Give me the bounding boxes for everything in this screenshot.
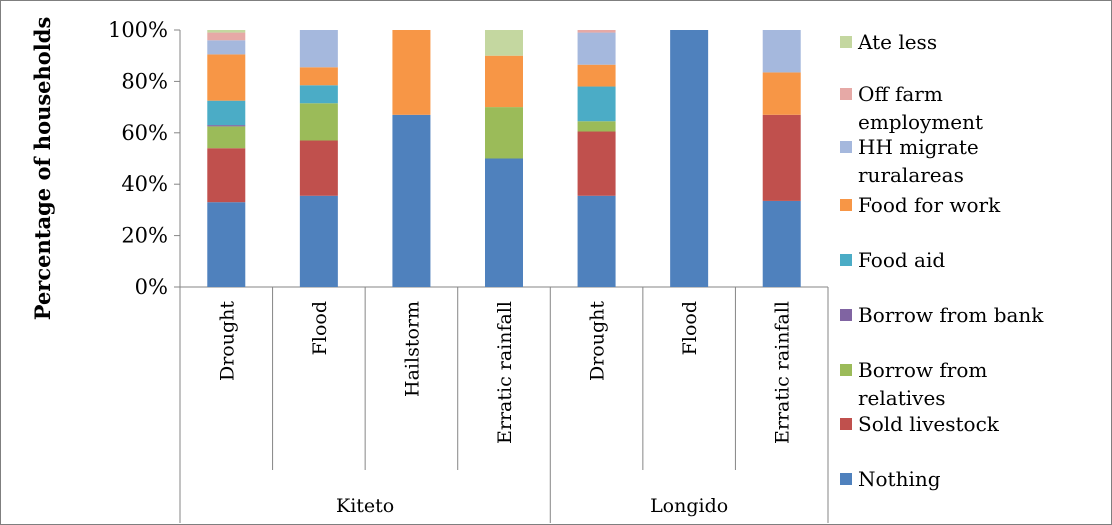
bar-segment-food-for-work: [577, 64, 616, 87]
legend-label: Food for work: [858, 193, 1001, 217]
bar-segment-sold-livestock: [762, 114, 801, 201]
bar-segment-borrow-from-relatives: [299, 103, 338, 141]
bar-segment-nothing: [485, 158, 523, 287]
y-tick-label: 100%: [108, 18, 168, 42]
legend-label: Sold livestock: [858, 412, 1000, 436]
bar-segment-food-for-work: [392, 30, 431, 115]
category-label: Erratic rainfall: [494, 301, 516, 444]
legend-label: Ate less: [857, 30, 937, 54]
legend-swatch: [840, 473, 852, 485]
bar-segment-borrow-from-relatives: [207, 126, 246, 149]
y-tick-label: 80%: [121, 69, 168, 93]
legend-swatch: [840, 199, 852, 211]
bar-segment-food-for-work: [762, 72, 801, 115]
bar-segment-food-aid: [207, 100, 246, 126]
bar-segment-nothing: [670, 30, 709, 287]
bar-segment-nothing: [762, 200, 801, 287]
bar-segment-food-for-work: [299, 67, 338, 86]
category-label: Flood: [679, 301, 701, 355]
bar-segment-hh-migrate-ruralareas: [577, 32, 616, 65]
legend-label: Food aid: [858, 248, 945, 272]
group-label: Longido: [650, 495, 728, 517]
bar-segment-nothing: [207, 202, 246, 287]
category-label: Drought: [587, 301, 609, 381]
bar-segment-nothing: [577, 195, 616, 287]
bar-segment-food-aid: [299, 85, 338, 104]
category-label: Erratic rainfall: [772, 301, 794, 444]
y-tick-label: 20%: [121, 224, 168, 248]
bar-segment-sold-livestock: [577, 131, 616, 196]
y-tick-label: 60%: [121, 121, 168, 145]
bar-segment-borrow-from-relatives: [485, 107, 523, 159]
legend-swatch: [840, 364, 852, 376]
bar-segment-borrow-from-relatives: [577, 121, 616, 132]
bar-segment-food-for-work: [485, 55, 523, 108]
bar-segment-off-farm-employment: [207, 32, 246, 41]
legend-swatch: [840, 141, 852, 153]
category-label: Hailstorm: [401, 301, 423, 397]
bar-segment-hh-migrate-ruralareas: [762, 30, 801, 73]
bar-segment-food-aid: [577, 86, 616, 122]
bar-segment-sold-livestock: [299, 140, 338, 196]
category-label: Flood: [309, 301, 331, 355]
legend-swatch: [840, 88, 852, 100]
legend-swatch: [840, 254, 852, 266]
legend-swatch: [840, 36, 852, 48]
bar-segment-nothing: [299, 195, 338, 287]
legend-label: Borrow from bank: [858, 303, 1044, 327]
legend-swatch: [840, 309, 852, 321]
legend-swatch: [840, 418, 852, 430]
legend-label: Nothing: [858, 467, 941, 491]
bar-segment-ate-less: [485, 30, 523, 56]
bar-segment-hh-migrate-ruralareas: [207, 40, 246, 55]
bar-segment-hh-migrate-ruralareas: [299, 30, 338, 68]
bar-segment-food-for-work: [207, 54, 246, 101]
bar-segment-borrow-from-bank: [207, 125, 246, 127]
bar-segment-ate-less: [207, 30, 246, 33]
y-tick-label: 0%: [135, 275, 168, 299]
category-label: Drought: [216, 301, 238, 381]
group-label: Kiteto: [336, 495, 394, 517]
y-tick-label: 40%: [121, 172, 168, 196]
legend-label: HH migrate ruralareas: [858, 135, 979, 187]
legend-label: Borrow from relatives: [858, 358, 987, 410]
bar-segment-sold-livestock: [207, 148, 246, 203]
y-axis-label: Percentage of households: [30, 17, 55, 321]
legend-label: Off farm employment: [858, 82, 983, 134]
bar-segment-off-farm-employment: [577, 30, 616, 33]
bar-segment-nothing: [392, 114, 431, 287]
